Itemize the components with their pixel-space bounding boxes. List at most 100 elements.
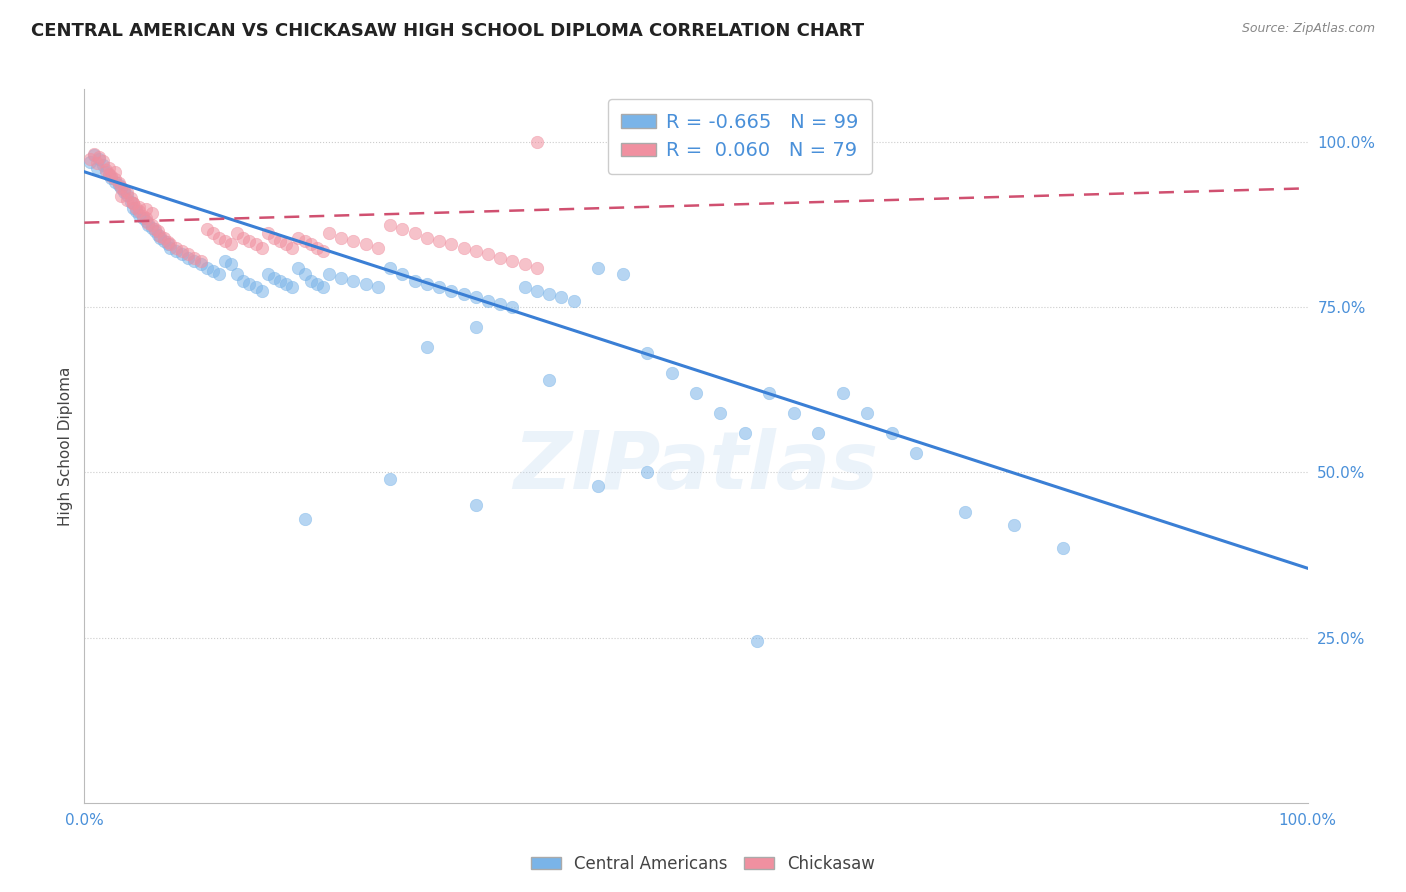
Point xyxy=(214,234,236,248)
Point xyxy=(135,214,157,228)
Point xyxy=(132,209,155,223)
Point xyxy=(245,237,267,252)
Point xyxy=(287,260,309,275)
Point xyxy=(318,226,340,240)
Point xyxy=(143,224,166,238)
Point xyxy=(128,204,150,219)
Point xyxy=(550,290,572,304)
Point xyxy=(661,367,683,381)
Point xyxy=(104,175,127,189)
Point xyxy=(747,634,769,648)
Point xyxy=(502,254,524,268)
Point xyxy=(953,505,976,519)
Point xyxy=(330,270,353,285)
Point xyxy=(263,270,285,285)
Point xyxy=(464,499,486,513)
Point xyxy=(1002,518,1025,533)
Point xyxy=(100,169,122,184)
Point xyxy=(141,218,163,232)
Point xyxy=(427,280,450,294)
Point xyxy=(783,406,806,420)
Point xyxy=(391,267,413,281)
Point xyxy=(257,226,280,240)
Point xyxy=(238,277,260,292)
Point xyxy=(149,231,172,245)
Point xyxy=(183,251,205,265)
Point xyxy=(538,287,561,301)
Point xyxy=(250,241,273,255)
Point xyxy=(79,152,101,166)
Point xyxy=(100,171,122,186)
Point xyxy=(97,167,120,181)
Point xyxy=(232,274,254,288)
Point xyxy=(342,274,364,288)
Point xyxy=(354,237,377,252)
Point xyxy=(177,247,200,261)
Point xyxy=(330,231,353,245)
Point xyxy=(440,237,463,252)
Point xyxy=(269,234,291,248)
Point xyxy=(287,231,309,245)
Point xyxy=(97,168,120,182)
Point xyxy=(489,297,512,311)
Point xyxy=(586,260,609,275)
Point xyxy=(489,251,512,265)
Point xyxy=(153,231,176,245)
Point xyxy=(86,156,108,170)
Point xyxy=(146,224,169,238)
Point xyxy=(612,267,634,281)
Point xyxy=(263,231,285,245)
Point xyxy=(208,231,231,245)
Point xyxy=(208,267,231,281)
Point xyxy=(709,406,731,420)
Point xyxy=(110,181,132,195)
Point xyxy=(831,386,853,401)
Point xyxy=(477,293,499,308)
Point xyxy=(136,216,159,230)
Point xyxy=(96,162,118,177)
Point xyxy=(135,211,157,225)
Text: Source: ZipAtlas.com: Source: ZipAtlas.com xyxy=(1241,22,1375,36)
Point xyxy=(201,226,224,240)
Point xyxy=(427,234,450,248)
Point xyxy=(141,206,163,220)
Point xyxy=(172,247,194,261)
Point xyxy=(110,180,132,194)
Point xyxy=(464,290,486,304)
Point xyxy=(115,188,138,202)
Point xyxy=(758,386,780,401)
Point xyxy=(112,185,135,199)
Point xyxy=(97,161,120,176)
Point xyxy=(299,237,322,252)
Point xyxy=(299,274,322,288)
Point xyxy=(195,260,218,275)
Point xyxy=(107,178,129,192)
Point xyxy=(87,150,110,164)
Point xyxy=(128,208,150,222)
Point xyxy=(807,425,830,440)
Point xyxy=(416,277,439,292)
Point xyxy=(122,195,145,210)
Point xyxy=(453,241,475,255)
Point xyxy=(165,244,187,258)
Point xyxy=(281,280,304,294)
Point xyxy=(404,274,426,288)
Point xyxy=(367,280,389,294)
Point xyxy=(183,254,205,268)
Point xyxy=(250,284,273,298)
Point xyxy=(354,277,377,292)
Point xyxy=(91,158,114,172)
Point xyxy=(276,237,298,252)
Point xyxy=(83,148,105,162)
Point xyxy=(453,287,475,301)
Point xyxy=(91,153,114,168)
Text: ZIPatlas: ZIPatlas xyxy=(513,428,879,507)
Point xyxy=(1052,541,1074,556)
Point xyxy=(143,222,166,236)
Point xyxy=(391,222,413,236)
Point xyxy=(513,280,536,294)
Point xyxy=(112,183,135,197)
Point xyxy=(734,425,756,440)
Point xyxy=(132,211,155,225)
Point xyxy=(257,267,280,281)
